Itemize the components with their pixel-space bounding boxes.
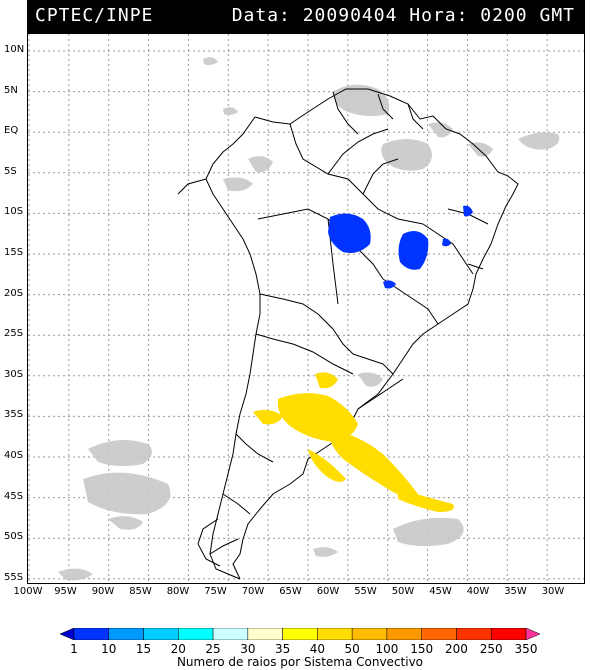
colorbar [60, 628, 540, 640]
lon-label: 60W [316, 586, 340, 597]
lon-label: 100W [13, 586, 43, 597]
colorbar-swatch [247, 628, 283, 640]
colorbar-swatch [525, 628, 540, 640]
lat-label: 25S [4, 328, 24, 340]
colorbar-tick-label: 200 [445, 642, 468, 656]
colorbar-swatch [317, 628, 353, 640]
lon-label: 85W [129, 586, 152, 597]
colorbar-tick-label: 15 [135, 642, 152, 656]
colorbar-swatch [212, 628, 249, 640]
gridlines [28, 34, 584, 583]
lat-label: EQ [4, 125, 19, 137]
colorbar-tick-label: 40 [309, 642, 326, 656]
lat-label: 20S [4, 287, 24, 299]
lon-label: 70W [241, 586, 265, 597]
map-panel [27, 33, 585, 584]
lat-label: 50S [4, 531, 24, 543]
cloud-cover [58, 57, 560, 581]
colorbar-swatch [421, 628, 457, 640]
colorbar-swatch [108, 628, 144, 640]
lon-label: 30W [541, 586, 565, 597]
colorbar-swatch [60, 628, 75, 640]
lightning-cluster-blue [328, 205, 473, 289]
colorbar-swatch [456, 628, 492, 640]
colorbar-tick-label: 250 [479, 642, 503, 656]
colorbar-tick-label: 10 [101, 642, 117, 656]
lightning-cluster-yellow [253, 372, 454, 512]
lat-label: 5S [4, 165, 17, 177]
colorbar-tick-label: 50 [344, 642, 360, 656]
lon-label: 95W [54, 586, 77, 597]
lat-label: 40S [4, 450, 24, 461]
colorbar-tick-label: 25 [205, 642, 221, 656]
map-header: CPTEC/INPE Data: 20090404 Hora: 0200 GMT [27, 0, 585, 33]
lon-label: 80W [166, 586, 190, 597]
map-canvas [28, 34, 584, 583]
colorbar-swatch [386, 628, 422, 640]
lon-label: 65W [279, 586, 302, 597]
lat-label: 30S [4, 368, 24, 380]
date-value: 20090404 [302, 5, 398, 26]
hour-value: 0200 GMT [480, 5, 575, 26]
datetime-label: Data: 20090404 Hora: 0200 GMT [232, 5, 575, 26]
colorbar-swatch [178, 628, 214, 640]
hour-label: Hora: [409, 5, 469, 26]
lon-label: 90W [91, 586, 115, 597]
lat-label: 15S [4, 247, 24, 258]
lat-label: 10S [4, 206, 24, 218]
colorbar-swatch [351, 628, 388, 640]
date-label: Data: [231, 5, 291, 26]
lat-label: 45S [4, 490, 24, 502]
source-label: CPTEC/INPE [35, 5, 154, 26]
lon-label: 35W [504, 586, 527, 597]
colorbar-swatch [143, 628, 179, 640]
colorbar-tick-label: 350 [514, 642, 538, 656]
lat-label: 5N [4, 84, 18, 96]
colorbar-title: Numero de raios por Sistema Convectivo [176, 655, 424, 669]
lon-label: 50W [391, 586, 415, 597]
lat-label: 55S [4, 571, 24, 583]
lon-label: 75W [204, 586, 227, 597]
colorbar-swatch [282, 628, 318, 640]
colorbar-tick-label: 100 [375, 642, 399, 656]
lon-label: 45W [429, 586, 452, 597]
lat-label: 35S [4, 409, 24, 421]
colorbar-tick-label: 30 [240, 642, 256, 656]
lon-label: 40W [466, 586, 490, 597]
coastlines [177, 88, 519, 580]
colorbar-tick-label: 20 [170, 642, 186, 656]
colorbar-swatch [490, 628, 527, 640]
colorbar-tick-label: 150 [410, 642, 434, 656]
colorbar-tick-label: 35 [274, 642, 291, 656]
lon-label: 55W [354, 586, 377, 597]
colorbar-tick-label: 1 [70, 642, 78, 656]
colorbar-swatch [73, 628, 110, 640]
lat-label: 10N [4, 44, 25, 55]
